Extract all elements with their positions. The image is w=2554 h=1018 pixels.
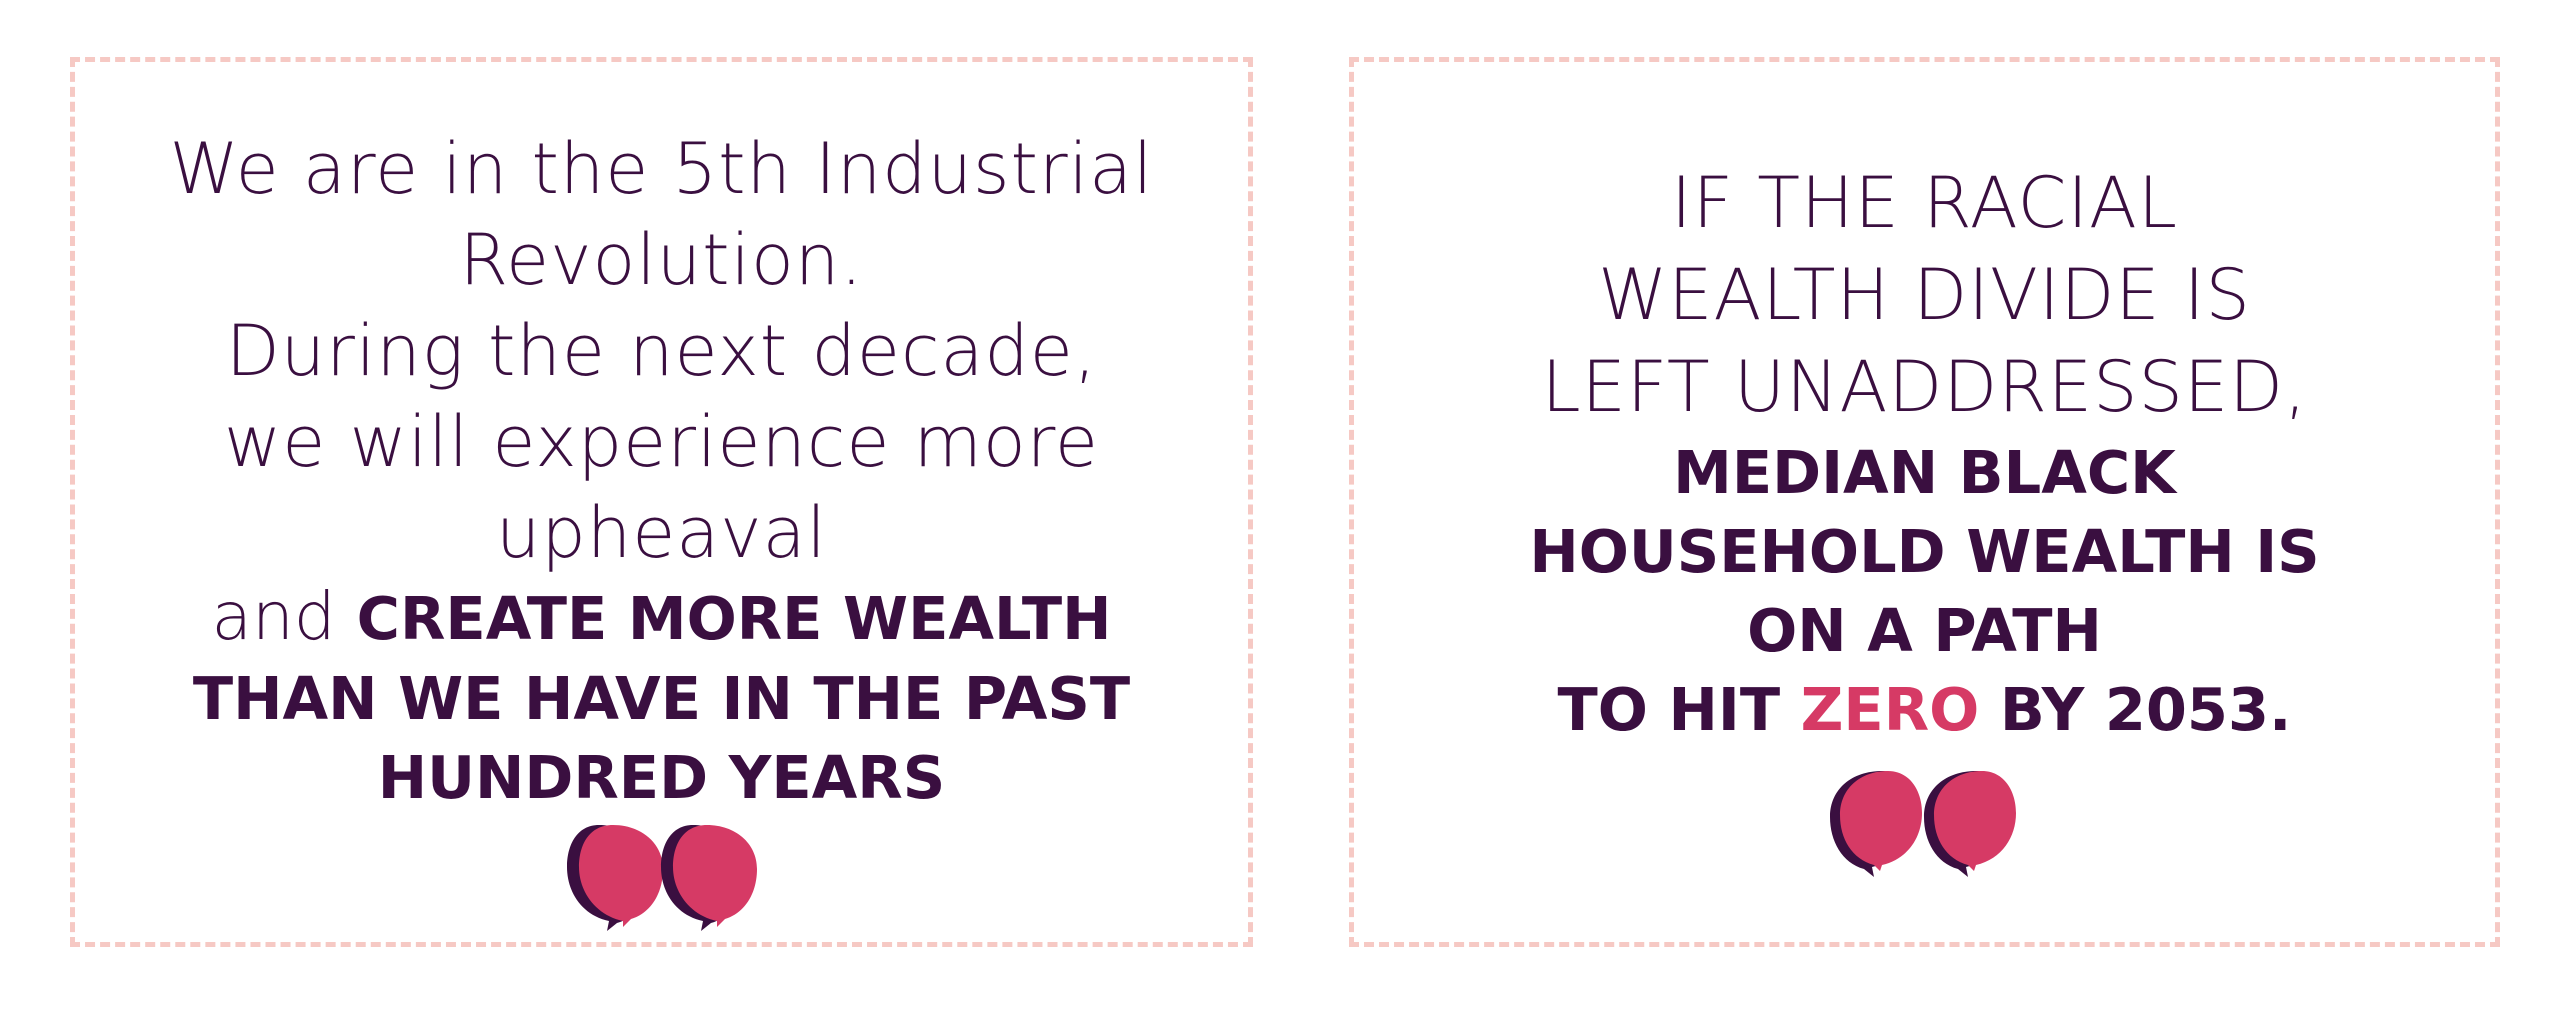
quote-text-line: LEFT UNADDRESSED, (1541, 346, 2308, 428)
quote-text-before: TO HIT (1557, 675, 1801, 744)
quote-text-emphasis-line: THAN WE HAVE IN THE PAST (192, 664, 1131, 733)
quote-icon (1829, 771, 2016, 877)
quote-text-line: IF THE RACIAL (1671, 162, 2178, 244)
quote-card-industrial-revolution: We are in the 5th Industrial Revolution.… (70, 57, 1253, 947)
quote-text-after: BY 2053. (1979, 675, 2292, 744)
quote-text-line: upheaval (496, 492, 827, 574)
quote-card-racial-wealth-divide: IF THE RACIAL WEALTH DIVIDE IS LEFT UNAD… (1349, 57, 2500, 947)
quote-text-line: We are in the 5th Industrial (169, 128, 1154, 210)
quote-text-emphasis-line: MEDIAN BLACK (1673, 438, 2176, 507)
quote-text-line: During the next decade, (225, 310, 1098, 392)
quote-text-line-mixed: and CREATE MORE WEALTH (212, 576, 1112, 659)
quote-text-final-line: TO HIT ZERO BY 2053. (1558, 670, 2292, 749)
quote-text-emphasis-line: ON A PATH (1747, 596, 2102, 665)
quote-text-line: WEALTH DIVIDE IS (1598, 254, 2251, 336)
highlight-zero: ZERO (1800, 675, 1980, 744)
quote-text-emphasis: CREATE MORE WEALTH (356, 584, 1112, 653)
quote-text-emphasis-line: HUNDRED YEARS (377, 743, 946, 812)
quote-mark-left (566, 825, 663, 931)
quote-text-emphasis-line: HOUSEHOLD WEALTH IS (1529, 517, 2320, 586)
quote-text-regular: and (211, 578, 357, 655)
quote-mark-left (1829, 771, 1922, 877)
quote-mark-right (1923, 771, 2016, 877)
quote-icon (566, 825, 757, 931)
quote-text-line: we will experience more (224, 401, 1099, 483)
quote-text-line: Revolution. (459, 219, 864, 301)
quote-mark-right (660, 825, 757, 931)
